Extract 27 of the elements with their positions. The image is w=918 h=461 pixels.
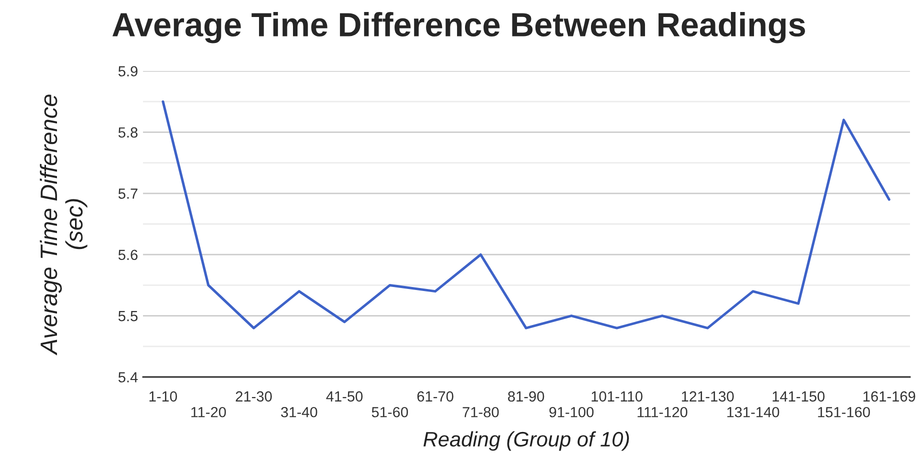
- y-tick-label: 5.9: [118, 66, 138, 76]
- x-tick-label: 111-120: [638, 406, 688, 418]
- x-tick-label: 141-150: [772, 391, 825, 402]
- y-tick-label: 5.7: [118, 188, 138, 199]
- x-tick-label: 101-110: [592, 391, 642, 402]
- x-tick-label: 11-20: [191, 406, 226, 418]
- x-tick-label: 121-130: [682, 391, 734, 402]
- x-axis-title: Reading (Group of 10): [424, 431, 629, 451]
- x-tick-label: 131-140: [727, 406, 780, 418]
- chart-title: Average Time Difference Between Readings: [112, 12, 806, 44]
- x-tick-label: 31-40: [281, 406, 318, 418]
- y-tick-label: 5.6: [118, 250, 138, 260]
- y-tick-label: 5.8: [118, 127, 138, 138]
- x-tick-label: 81-90: [508, 391, 544, 402]
- x-tick-label: 51-60: [372, 406, 408, 418]
- y-tick-label: 5.5: [118, 311, 138, 322]
- x-tick-label: 61-70: [417, 391, 454, 402]
- y-tick-label: 5.4: [118, 372, 138, 382]
- line-series: [162, 100, 890, 330]
- x-tick-label: 1-10: [149, 391, 177, 402]
- x-tick-label: 161-169: [863, 391, 916, 402]
- x-tick-label: 71-80: [462, 406, 499, 418]
- x-tick-label: 21-30: [236, 391, 272, 402]
- x-tick-label: 41-50: [326, 391, 363, 402]
- y-axis-title: Average Time Difference (sec): [40, 94, 88, 356]
- x-tick-label: 151-160: [818, 406, 870, 418]
- x-tick-label: 91-100: [549, 406, 594, 418]
